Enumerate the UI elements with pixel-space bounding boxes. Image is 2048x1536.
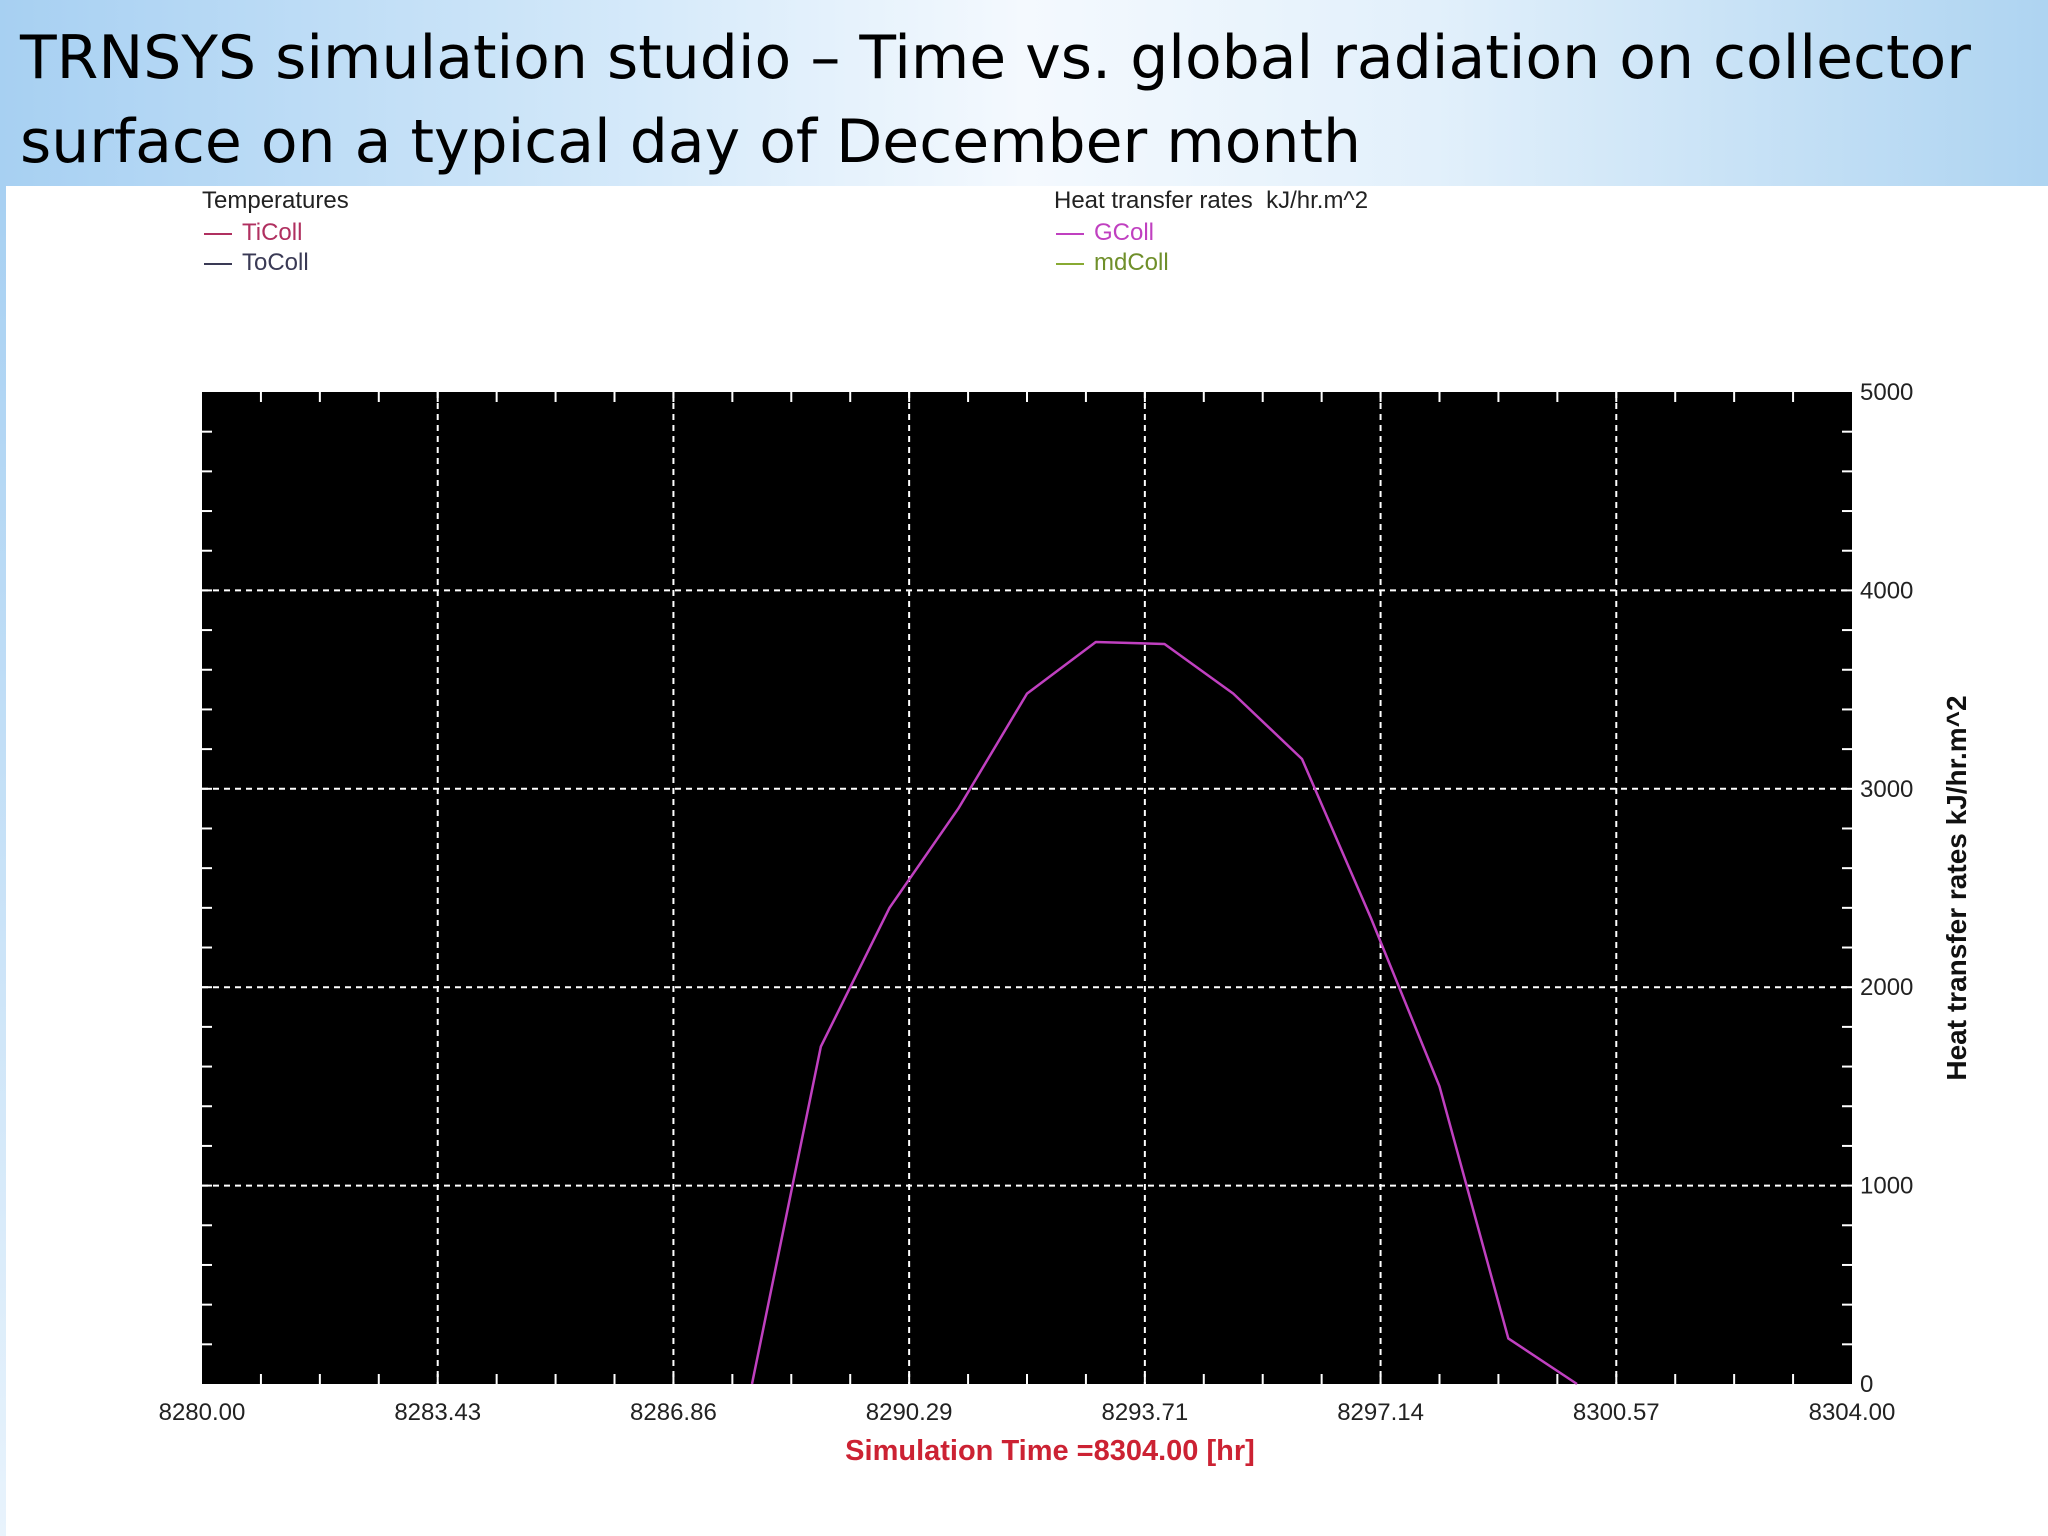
y-tick-label: 4000 xyxy=(1860,577,1913,604)
y-tick-label: 2000 xyxy=(1860,974,1913,1001)
legend-item-label: GColl xyxy=(1094,219,1155,246)
x-tick-label: 8300.57 xyxy=(1573,1399,1660,1426)
legend-item-label: ToColl xyxy=(242,249,309,276)
legend-item-mdcoll: mdColl xyxy=(1054,248,1368,278)
x-axis-label: Simulation Time =8304.00 [hr] xyxy=(845,1435,1255,1467)
x-tick-label: 8293.71 xyxy=(1101,1399,1188,1426)
y-tick-label: 3000 xyxy=(1860,776,1913,803)
legend-item-tocoll: ToColl xyxy=(202,248,349,278)
y-tick-label: 5000 xyxy=(1860,379,1913,406)
x-tick-label: 8280.00 xyxy=(159,1399,246,1426)
series-layer xyxy=(750,640,1578,1386)
series-line-gcoll xyxy=(750,640,1578,1386)
slide-title: TRNSYS simulation studio – Time vs. glob… xyxy=(20,23,1971,177)
y-axis-label: Heat transfer rates kJ/hr.m^2 xyxy=(1941,695,1972,1080)
y-axis: 0 1000 2000 3000 4000 5000 xyxy=(1860,379,1913,1398)
x-tick-label: 8297.14 xyxy=(1337,1399,1424,1426)
legend-swatch xyxy=(1056,232,1084,235)
legend-title: Heat transfer rates kJ/hr.m^2 xyxy=(1054,187,1369,214)
legend-item-ticoll: TiColl xyxy=(202,218,349,248)
slide-edge-decoration xyxy=(0,186,6,1536)
title-band xyxy=(0,0,2048,186)
legend-temperatures: Temperatures TiColl ToColl xyxy=(202,184,349,278)
grid xyxy=(202,392,1852,1384)
x-tick-label: 8286.86 xyxy=(630,1399,717,1426)
legend-swatch xyxy=(204,262,232,265)
legend-swatch xyxy=(1056,262,1084,265)
legend-heat-transfer-rates: Heat transfer rates kJ/hr.m^2 GColl mdCo… xyxy=(1054,184,1368,278)
x-tick-label: 8304.00 xyxy=(1809,1399,1896,1426)
legend-item-label: TiColl xyxy=(242,219,303,246)
plot-area xyxy=(202,392,1852,1384)
y-tick-label: 0 xyxy=(1860,1371,1873,1398)
legend-item-gcoll: GColl xyxy=(1054,218,1368,248)
legend-swatch xyxy=(204,232,232,235)
y-tick-label: 1000 xyxy=(1860,1173,1913,1200)
legend-item-label: mdColl xyxy=(1094,249,1169,276)
x-tick-label: 8290.29 xyxy=(866,1399,953,1426)
x-tick-label: 8283.43 xyxy=(394,1399,481,1426)
x-axis: 8280.00 8283.43 8286.86 8290.29 8293.71 8297.… xyxy=(159,1399,1896,1426)
legend-title: Temperatures xyxy=(202,187,349,214)
